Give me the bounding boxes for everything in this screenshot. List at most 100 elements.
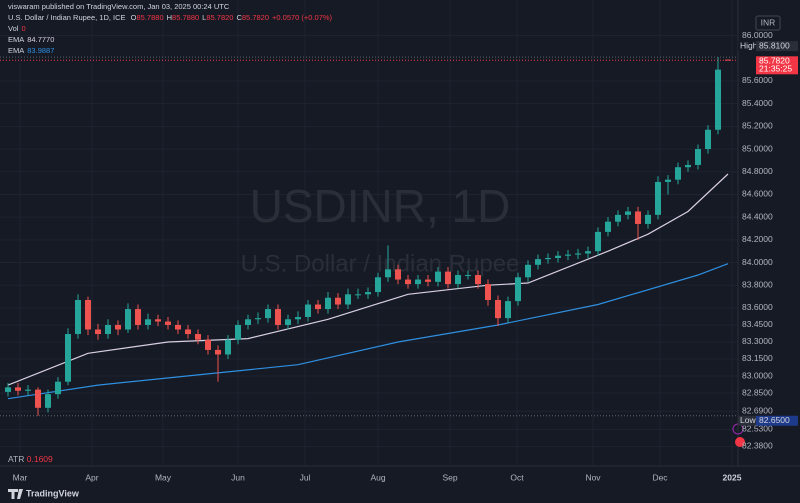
candle-body: [45, 394, 51, 408]
candle-body: [305, 304, 311, 318]
y-tick-label: 85.0000: [742, 143, 773, 153]
candle-body: [655, 181, 661, 215]
candle-body: [675, 167, 681, 180]
x-tick-label: Jul: [300, 472, 311, 482]
candle-body: [475, 275, 481, 285]
candle-body: [245, 319, 251, 325]
ema-row: EMA 84.7770: [8, 35, 57, 44]
candle-body: [205, 339, 211, 350]
volume-label: Vol: [8, 24, 19, 33]
candle-body: [665, 179, 671, 182]
candle-body: [195, 334, 201, 340]
candle-body: [605, 221, 611, 232]
legend-name: EMA: [8, 35, 25, 44]
y-tick-label: 82.3800: [742, 441, 773, 451]
candle-body: [455, 275, 461, 285]
candle-body: [395, 269, 401, 280]
low-value-box: [756, 415, 798, 426]
candle-body: [35, 389, 41, 408]
legend-value: 83.9887: [27, 46, 55, 55]
ohlc-label: O: [130, 13, 137, 22]
change: +0.0570 (+0.07%): [272, 13, 333, 22]
candle-body: [435, 271, 441, 282]
ohlc-value: 85.7820: [241, 13, 270, 22]
x-tick-label: 2025: [723, 472, 742, 482]
high-value-box: [756, 41, 798, 52]
low-value: 82.6500: [759, 415, 790, 425]
high-value: 85.8100: [759, 40, 790, 50]
legend-value: 84.7770: [27, 35, 55, 44]
candle-body: [565, 254, 571, 256]
ema-line: [7, 263, 729, 400]
candle-body: [135, 309, 141, 325]
high-label-box: [738, 41, 756, 52]
event-icon[interactable]: [735, 437, 745, 447]
y-tick-label: 85.6000: [742, 75, 773, 85]
candle-body: [495, 299, 501, 319]
candle-body: [105, 324, 111, 335]
x-tick-label: Sep: [442, 472, 457, 482]
candle-body: [5, 387, 11, 392]
candle-body: [465, 275, 471, 277]
candle-body: [145, 319, 151, 325]
candle-body: [515, 277, 521, 302]
candle-body: [285, 319, 291, 325]
low-label: Low: [740, 415, 756, 425]
candle-body: [505, 301, 511, 319]
ohlc-label: H: [166, 13, 173, 22]
y-tick-label: 84.0000: [742, 257, 773, 267]
atr-label: ATR 0.1609: [8, 454, 53, 464]
brand[interactable]: TradingView: [26, 488, 80, 498]
watermark-subtitle: U.S. Dollar / Indian Rupee: [241, 250, 520, 277]
symbol-title: U.S. Dollar / Indian Rupee, 1D, ICE: [8, 13, 126, 22]
y-tick-label: 83.8000: [742, 279, 773, 289]
y-tick-label: 84.4000: [742, 211, 773, 221]
volume-value: 0: [21, 24, 26, 33]
candle-body: [575, 253, 581, 255]
candle-body: [545, 257, 551, 260]
candle-body: [75, 299, 81, 335]
candle-body: [155, 319, 161, 322]
x-tick-label: Mar: [13, 472, 28, 482]
ohlc-label: C: [236, 13, 242, 22]
currency-box[interactable]: [755, 15, 781, 31]
candle-body: [325, 297, 331, 310]
candle-body: [275, 309, 281, 325]
legend-row: U.S. Dollar / Indian Rupee, 1D, ICE O 85.…: [8, 13, 338, 22]
publisher: viswaram published on TradingView.com, J…: [8, 2, 230, 11]
y-tick-label: 83.1500: [742, 353, 773, 363]
candle-body: [295, 317, 301, 320]
candle-body: [335, 297, 341, 305]
candle-body: [555, 255, 561, 258]
candle-body: [405, 279, 411, 285]
ohlc-label: L: [202, 13, 207, 22]
ema-row: EMA 83.9887: [8, 46, 57, 55]
candle-body: [165, 321, 171, 325]
candle-body: [645, 214, 651, 224]
ohlc-value: 85.7820: [206, 13, 234, 22]
y-tick-label: 83.3000: [742, 336, 773, 346]
candle-body: [265, 309, 271, 319]
y-tick-label: 85.2000: [742, 121, 773, 131]
candle-body: [425, 279, 431, 282]
x-tick-label: Oct: [510, 472, 524, 482]
candle-body: [625, 211, 631, 215]
y-tick-label: 85.4000: [742, 98, 773, 108]
y-tick-label: 86.0000: [742, 30, 773, 40]
candle-body: [585, 251, 591, 254]
y-tick-label: 83.6000: [742, 302, 773, 312]
candle-body: [15, 387, 21, 391]
y-tick-label: 82.6900: [742, 405, 773, 415]
candle-body: [235, 324, 241, 340]
candle-body: [705, 129, 711, 150]
currency[interactable]: INR: [761, 17, 776, 27]
candle-body: [225, 339, 231, 355]
candle-body: [415, 279, 421, 285]
candle-body: [55, 381, 61, 395]
watermark: USDINR, 1D: [250, 180, 511, 232]
candle-body: [635, 211, 641, 224]
candle-body: [95, 329, 101, 335]
candle-body: [255, 318, 261, 320]
candle-body: [25, 389, 31, 391]
